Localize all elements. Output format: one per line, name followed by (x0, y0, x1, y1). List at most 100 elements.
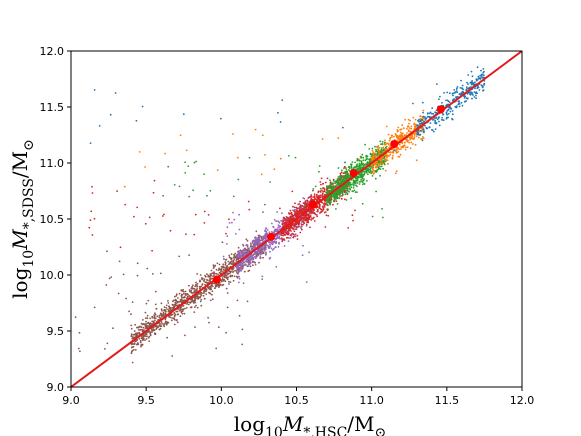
scatter-point (262, 256, 264, 259)
scatter-point (378, 146, 381, 149)
scatter-point (202, 277, 204, 280)
scatter-outlier-point (185, 233, 187, 236)
scatter-point (150, 329, 153, 331)
scatter-outlier-point (356, 157, 359, 160)
scatter-point (299, 206, 301, 209)
scatter-point (199, 280, 202, 283)
scatter-point (310, 219, 313, 221)
scatter-point (154, 313, 157, 316)
scatter-point (402, 132, 404, 135)
scatter-point (302, 209, 305, 211)
scatter-point (350, 186, 353, 189)
scatter-point (422, 115, 425, 118)
scatter-point (335, 190, 337, 193)
scatter-point (385, 155, 387, 158)
scatter-point (367, 170, 370, 172)
scatter-point (336, 180, 338, 183)
scatter-point (316, 193, 318, 196)
scatter-point (205, 293, 208, 295)
scatter-point (219, 283, 222, 286)
scatter-point (408, 141, 411, 144)
scatter-point (187, 293, 190, 296)
scatter-point (305, 202, 307, 205)
scatter-point (326, 200, 329, 203)
scatter-outlier-point (123, 185, 126, 188)
scatter-point (197, 297, 200, 299)
scatter-point (474, 81, 476, 84)
scatter-point (381, 140, 384, 143)
scatter-point (254, 263, 257, 266)
scatter-point (313, 220, 316, 222)
scatter-point (228, 280, 230, 283)
scatter-point (469, 82, 472, 84)
scatter-outlier-point (188, 254, 191, 256)
scatter-point (356, 185, 358, 188)
scatter-outlier-point (314, 185, 317, 188)
scatter-point (254, 243, 257, 246)
scatter-point (358, 180, 361, 183)
scatter-point (275, 240, 278, 243)
scatter-point (436, 118, 439, 121)
scatter-point (328, 185, 331, 188)
scatter-point (162, 323, 164, 325)
scatter-point (424, 116, 426, 119)
scatter-point (377, 154, 380, 157)
scatter-outlier-point (209, 189, 212, 192)
scatter-point (303, 222, 306, 225)
scatter-point (471, 92, 473, 95)
scatter-outlier-point (159, 325, 162, 327)
scatter-point (260, 250, 263, 253)
scatter-outlier-point (234, 233, 237, 235)
scatter-point (146, 317, 149, 320)
scatter-point (339, 172, 342, 175)
scatter-point (153, 314, 156, 316)
scatter-point (334, 194, 337, 197)
scatter-point (240, 252, 243, 255)
scatter-points (74, 66, 486, 364)
scatter-point (212, 275, 215, 277)
scatter-point (204, 283, 206, 286)
scatter-point (387, 163, 389, 165)
scatter-point (329, 203, 332, 206)
scatter-point (258, 240, 261, 242)
scatter-point (301, 228, 303, 231)
scatter-point (241, 256, 244, 258)
scatter-point (360, 172, 363, 175)
scatter-point (286, 227, 289, 230)
scatter-point (406, 127, 408, 130)
scatter-point (481, 76, 484, 79)
scatter-outlier-point (279, 207, 281, 210)
scatter-point (132, 345, 135, 348)
scatter-point (266, 229, 269, 231)
scatter-point (144, 311, 147, 314)
scatter-outlier-point (260, 173, 263, 176)
scatter-point (358, 164, 360, 167)
scatter-point (336, 178, 339, 181)
scatter-point (352, 179, 355, 182)
scatter-point (224, 280, 227, 283)
scatter-point (378, 163, 381, 166)
scatter-point (403, 134, 406, 137)
scatter-point (340, 197, 343, 200)
scatter-point (347, 183, 350, 186)
scatter-point (277, 224, 280, 227)
scatter-point (325, 214, 328, 217)
scatter-point (311, 217, 313, 220)
scatter-point (146, 331, 149, 334)
scatter-point (202, 294, 205, 297)
scatter-point (230, 258, 233, 260)
scatter-outlier-point (144, 222, 147, 225)
scatter-point (361, 153, 364, 156)
scatter-point (142, 326, 145, 329)
scatter-point (159, 317, 162, 319)
scatter-point (297, 223, 300, 226)
scatter-point (324, 202, 326, 204)
scatter-point (144, 332, 147, 335)
scatter-point (132, 337, 135, 339)
scatter-point (344, 186, 346, 189)
scatter-point (335, 200, 338, 203)
scatter-point (176, 321, 179, 324)
scatter-point (422, 137, 425, 140)
scatter-point (229, 275, 232, 278)
scatter-point (390, 134, 393, 137)
